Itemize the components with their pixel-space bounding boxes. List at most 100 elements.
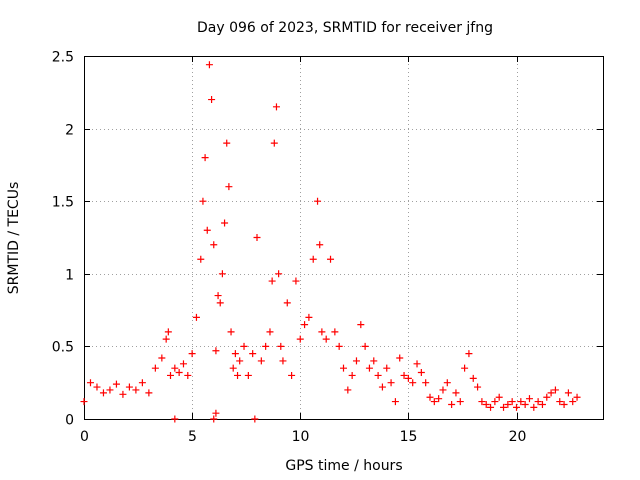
data-point (495, 393, 503, 401)
data-point (556, 398, 564, 406)
chart-title: Day 096 of 2023, SRMTID for receiver jfn… (197, 20, 493, 36)
data-point (335, 342, 343, 350)
data-point (277, 342, 285, 350)
data-point (456, 398, 464, 406)
data-point (112, 380, 120, 388)
data-point (513, 403, 520, 411)
data-point (348, 371, 356, 379)
data-point (396, 354, 404, 362)
data-point (275, 270, 283, 278)
data-point (391, 398, 399, 406)
x-tick-label: 5 (188, 429, 197, 445)
data-point (435, 395, 443, 403)
data-point (184, 371, 192, 379)
data-point (197, 255, 205, 263)
data-point (212, 347, 220, 355)
data-point (573, 393, 581, 401)
data-point (296, 335, 304, 343)
data-point (387, 379, 395, 387)
data-point (93, 383, 101, 391)
data-point (551, 386, 559, 394)
data-point (208, 96, 216, 104)
x-tick-label: 15 (400, 429, 418, 445)
data-point (487, 403, 495, 411)
x-tick-label: 20 (509, 429, 527, 445)
data-point (119, 390, 127, 398)
plot-frame (84, 56, 604, 420)
data-point (508, 398, 516, 406)
data-point (521, 400, 529, 408)
data-point (99, 389, 107, 397)
data-point (569, 398, 577, 406)
data-point (461, 364, 469, 372)
data-point (249, 350, 257, 358)
data-point (210, 241, 218, 249)
data-point (262, 342, 270, 350)
y-tick-label: 1 (65, 268, 74, 284)
data-point (236, 357, 244, 365)
data-point (322, 335, 330, 343)
data-point (158, 354, 166, 362)
data-point (543, 393, 551, 401)
data-point (288, 371, 296, 379)
data-point (504, 400, 512, 408)
data-point (370, 357, 378, 365)
data-point (530, 403, 538, 411)
data-point (279, 357, 287, 365)
data-point (517, 398, 525, 406)
data-point (547, 389, 555, 397)
y-tick-label: 2.5 (52, 50, 74, 66)
data-point (214, 292, 222, 300)
data-point (210, 415, 218, 423)
y-tick-label: 2 (65, 123, 74, 139)
y-axis-label: SRMTID / TECUs (6, 182, 22, 295)
data-point (106, 386, 114, 394)
axis-ticks: 0 5 10 15 20 0 0.5 1 1.5 2 2.5 (52, 50, 603, 445)
data-point (301, 321, 309, 329)
x-tick-label: 0 (80, 429, 89, 445)
data-point (188, 350, 196, 358)
y-tick-label: 0 (65, 413, 74, 429)
data-point (192, 313, 200, 321)
data-point (216, 299, 224, 307)
data-point (175, 369, 183, 377)
data-point (272, 103, 280, 111)
data-point (270, 139, 278, 147)
data-point (212, 409, 220, 417)
data-points (80, 61, 581, 423)
data-point (162, 335, 170, 343)
data-point (164, 328, 172, 336)
data-point (409, 379, 417, 387)
data-point (422, 379, 430, 387)
data-point (383, 364, 391, 372)
data-point (443, 379, 451, 387)
data-point (314, 197, 322, 205)
data-point (448, 400, 456, 408)
grid (84, 56, 603, 419)
data-point (331, 328, 339, 336)
data-point (452, 389, 460, 397)
data-point (491, 398, 499, 406)
data-point (340, 364, 347, 372)
data-point (240, 342, 248, 350)
data-point (465, 350, 473, 358)
data-point (474, 383, 482, 391)
data-point (478, 398, 486, 406)
data-point (327, 255, 335, 263)
data-point (125, 383, 133, 391)
data-point (469, 374, 477, 382)
data-point (201, 154, 209, 162)
data-point (221, 219, 229, 227)
data-point (564, 389, 572, 397)
data-point (292, 277, 300, 285)
data-point (538, 400, 546, 408)
data-point (171, 364, 179, 372)
data-point (309, 255, 317, 263)
data-point (179, 360, 187, 368)
data-point (426, 393, 434, 401)
data-point (244, 371, 252, 379)
x-tick-label: 10 (292, 429, 310, 445)
data-point (80, 398, 88, 406)
data-point (378, 383, 386, 391)
data-point (266, 328, 274, 336)
